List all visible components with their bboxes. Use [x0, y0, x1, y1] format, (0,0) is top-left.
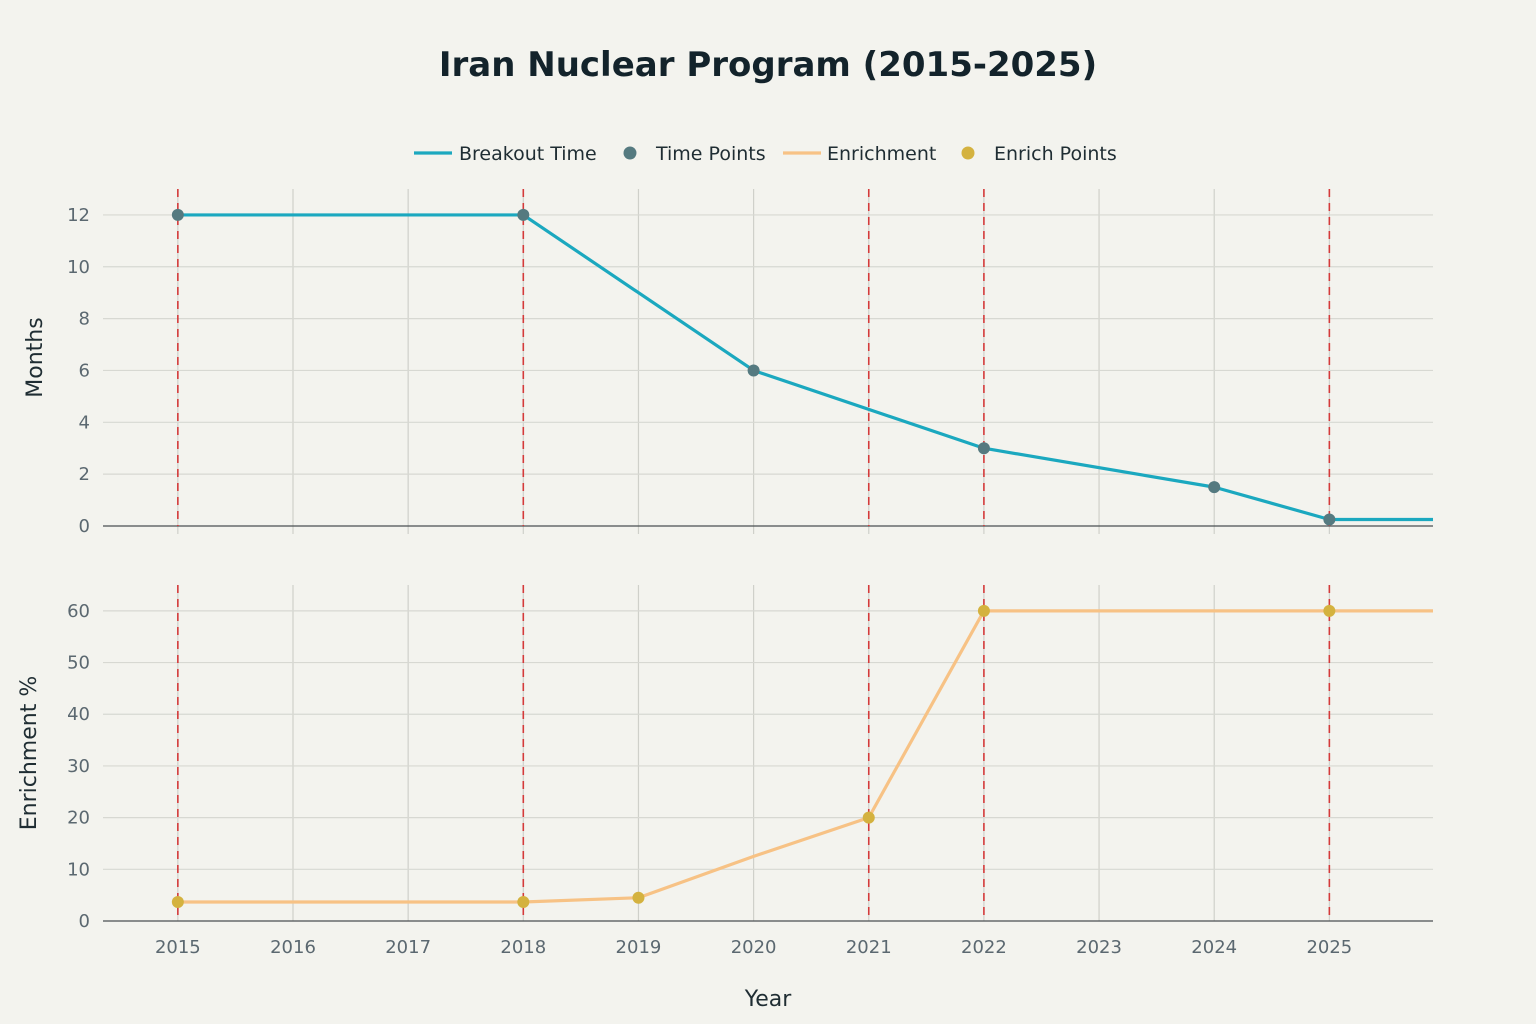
data-point: [1323, 604, 1336, 617]
y-tick-label: 50: [67, 653, 90, 674]
breakout-time-panel: 0 2 4 6 8 10 12 Months: [23, 189, 1433, 537]
legend-marker-swatch: [961, 146, 975, 160]
x-tick-label: 2018: [500, 937, 546, 958]
y-tick-label: 12: [67, 205, 90, 226]
y-tick-label: 2: [79, 464, 90, 485]
y-tick-label: 10: [67, 859, 90, 880]
chart-title: Iran Nuclear Program (2015-2025): [439, 45, 1097, 85]
x-tick-label: 2022: [961, 937, 1007, 958]
x-tick-label: 2024: [1191, 937, 1237, 958]
data-point: [977, 442, 990, 455]
x-tick-label: 2017: [385, 937, 431, 958]
x-tick-label: 2019: [616, 937, 662, 958]
x-axis-title: Year: [744, 987, 793, 1012]
data-point: [862, 811, 875, 824]
x-tick-label: 2016: [270, 937, 316, 958]
x-tick-label: 2020: [731, 937, 777, 958]
legend-label: Breakout Time: [459, 143, 597, 165]
y-tick-label: 30: [67, 756, 90, 777]
x-tick-label: 2015: [155, 937, 201, 958]
legend-label: Enrich Points: [994, 143, 1117, 165]
y-tick-label: 4: [79, 412, 90, 433]
y-tick-label: 20: [67, 808, 90, 829]
data-point: [517, 896, 530, 909]
x-tick-label: 2021: [846, 937, 892, 958]
y-axis-title: Months: [23, 317, 48, 397]
y-axis-title: Enrichment %: [17, 676, 42, 830]
legend: Breakout Time Time Points Enrichment Enrich…: [414, 143, 1117, 165]
data-point: [977, 604, 990, 617]
data-point: [171, 208, 184, 221]
enrichment-panel: 0 10 20 30 40 50 60 Enrichment %: [17, 585, 1433, 932]
y-tick-label: 0: [79, 516, 90, 537]
data-point: [632, 891, 645, 904]
y-tick-label: 40: [67, 704, 90, 725]
x-tick-label: 2025: [1306, 937, 1352, 958]
data-point: [747, 364, 760, 377]
y-tick-label: 6: [79, 360, 90, 381]
x-tick-label: 2023: [1076, 937, 1122, 958]
y-tick-label: 8: [79, 309, 90, 330]
x-axis: 2015 2016 2017 2018 2019 2020 2021 2022 2023 2024…: [155, 937, 1352, 958]
y-tick-label: 10: [67, 257, 90, 278]
data-point: [1208, 481, 1221, 494]
legend-label: Enrichment: [827, 143, 936, 165]
data-point: [1323, 513, 1336, 526]
data-point: [171, 896, 184, 909]
legend-label: Time Points: [655, 143, 766, 165]
y-tick-label: 60: [67, 601, 90, 622]
data-point: [517, 208, 530, 221]
legend-marker-swatch: [623, 146, 637, 160]
y-tick-label: 0: [79, 911, 90, 932]
series-line: [177, 609, 1433, 904]
